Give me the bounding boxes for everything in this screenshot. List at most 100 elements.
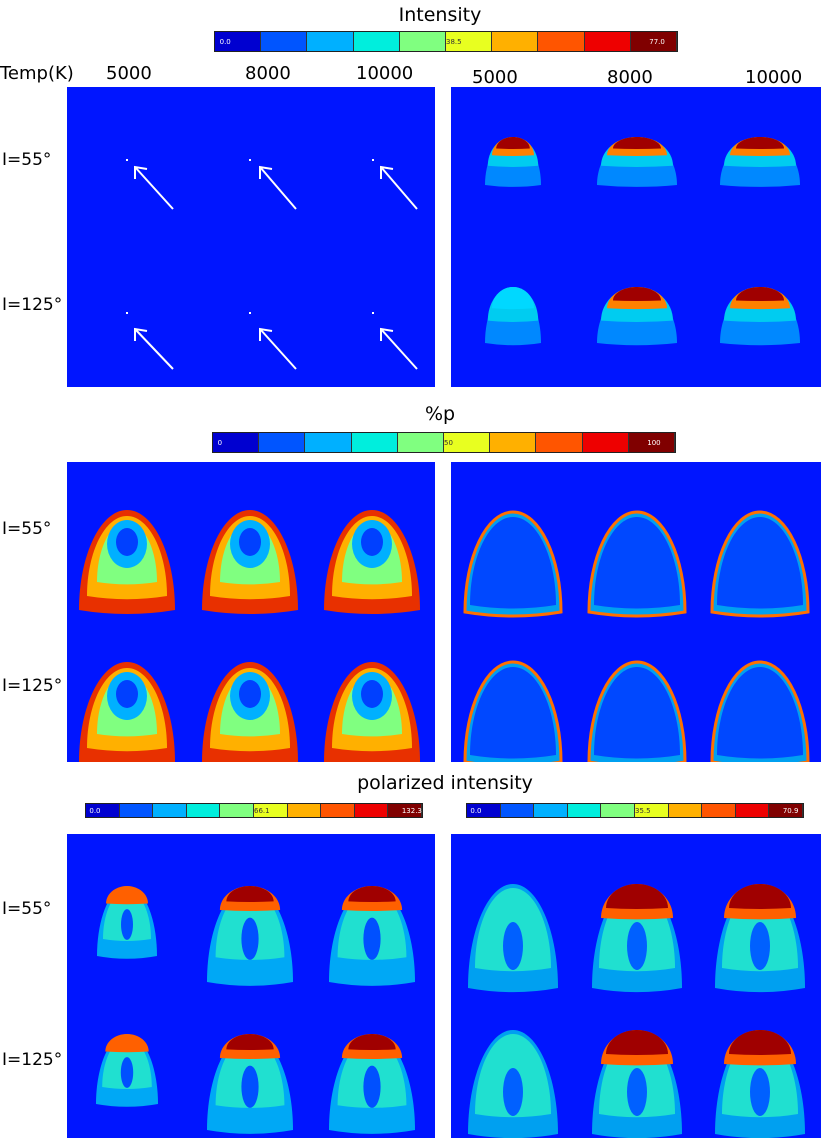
- percent-p-panel-left: [67, 462, 435, 762]
- colorbar-cell: [444, 433, 491, 452]
- intensity-panel-left: [67, 87, 435, 387]
- percent-p-ring-right-55-10000: [710, 510, 810, 618]
- colorbar-tick-label: 38.5: [446, 37, 462, 46]
- colorbar-cell: [86, 804, 120, 817]
- percent-p-ring-right-125-10000: [710, 660, 810, 762]
- colorbar-tick-label: 100: [647, 438, 661, 447]
- polarized-blob-left-125-5000: [96, 1034, 158, 1107]
- colorbar-cell: [735, 804, 770, 817]
- polarized-blob-right-55-5000: [468, 884, 558, 993]
- intensity-blob-125-5000: [485, 287, 541, 346]
- colorbar-cell: [119, 804, 154, 817]
- colorbar-tick-label: 77.0: [649, 37, 665, 46]
- polarized-panel-right: [451, 834, 821, 1138]
- colorbar-cell: [388, 804, 422, 817]
- temp-left-8000: 8000: [245, 63, 291, 84]
- colorbar-cell: [490, 433, 537, 452]
- row-label-55-percent-p: I=55°: [2, 519, 52, 539]
- polarized-blob-left-125-8000: [207, 1034, 293, 1134]
- colorbar-cell: [307, 32, 354, 51]
- polarized-blob-right-55-8000: [592, 884, 682, 993]
- polarized-blob-right-125-8000: [592, 1030, 682, 1138]
- percent-p-blob-left-125-8000: [202, 662, 298, 762]
- colorbar-tick-label: 0.0: [89, 806, 101, 815]
- colorbar-cell: [353, 32, 400, 51]
- polarized-blob-right-125-10000: [715, 1030, 805, 1138]
- percent-p-blob-left-55-10000: [324, 510, 420, 614]
- percent-p-ring-right-125-8000: [587, 660, 687, 762]
- colorbar-cell: [446, 32, 493, 51]
- colorbar-polarized-right: 0.0 35.5 70.9: [466, 803, 804, 818]
- colorbar-tick-label: 70.9: [782, 806, 799, 815]
- polarized-panel-left: [67, 834, 435, 1138]
- colorbar-cell: [630, 32, 678, 51]
- colorbar-cell: [261, 32, 308, 51]
- colorbar-cell: [399, 32, 447, 51]
- row-label-125-polarized: I=125°: [2, 1050, 63, 1070]
- temp-right-5000: 5000: [472, 67, 518, 88]
- colorbar-cell: [567, 804, 602, 817]
- arrow-125-8000: [249, 312, 297, 370]
- polarized-blob-left-55-10000: [329, 886, 415, 986]
- percent-p-blob-left-55-5000: [79, 510, 175, 614]
- colorbar-tick-label: 132.3: [401, 806, 422, 815]
- colorbar-cell: [668, 804, 703, 817]
- colorbar-percent-p: 0 50 100: [212, 432, 676, 453]
- colorbar-cell: [628, 433, 676, 452]
- colorbar-tick-label: 35.5: [635, 806, 651, 815]
- colorbar-cell: [769, 804, 803, 817]
- intensity-title: Intensity: [398, 4, 482, 26]
- percent-p-ring-right-125-5000: [463, 660, 563, 762]
- colorbar-cell: [538, 32, 585, 51]
- colorbar-cell: [492, 32, 539, 51]
- colorbar-cell: [634, 804, 669, 817]
- colorbar-cell: [397, 433, 445, 452]
- intensity-blob-125-8000: [597, 287, 677, 346]
- arrows: [126, 159, 418, 370]
- temp-header: Temp(K): [0, 63, 74, 84]
- polarized-blob-left-125-10000: [329, 1034, 415, 1134]
- colorbar-cell: [354, 804, 389, 817]
- polarized-intensity-title: polarized intensity: [357, 772, 533, 794]
- percent-p-blob-left-125-10000: [324, 662, 420, 762]
- row-label-125-intensity: I=125°: [2, 295, 63, 315]
- colorbar-polarized-left: 0.0 66.1 132.3: [85, 803, 423, 818]
- temp-left-5000: 5000: [106, 63, 152, 84]
- colorbar-tick-label: 0.0: [470, 806, 482, 815]
- arrow-55-5000: [126, 159, 174, 210]
- colorbar-intensity: 0.0 38.5 77.0: [214, 31, 678, 52]
- colorbar-cell: [601, 804, 635, 817]
- polarized-blob-right-125-5000: [468, 1030, 558, 1138]
- colorbar-cell: [220, 804, 254, 817]
- colorbar-cell: [305, 433, 352, 452]
- colorbar-cell: [259, 433, 306, 452]
- row-label-125-percent-p: I=125°: [2, 676, 63, 696]
- colorbar-cell: [536, 433, 583, 452]
- arrow-125-10000: [372, 312, 418, 370]
- temp-left-10000: 10000: [356, 63, 414, 84]
- percent-p-ring-right-55-5000: [463, 510, 563, 618]
- polarized-blob-left-55-8000: [207, 886, 293, 986]
- colorbar-tick-label: 0: [217, 438, 223, 447]
- row-label-55-intensity: I=55°: [2, 150, 52, 170]
- percent-p-blob-left-125-5000: [79, 662, 175, 762]
- arrow-55-8000: [249, 159, 297, 210]
- intensity-blob-55-5000: [485, 137, 541, 187]
- temp-right-8000: 8000: [607, 67, 653, 88]
- colorbar-cell: [467, 804, 501, 817]
- colorbar-cell: [287, 804, 322, 817]
- polarized-blob-right-55-10000: [715, 884, 805, 993]
- intensity-blob-125-10000: [720, 287, 800, 346]
- percent-p-ring-right-55-8000: [587, 510, 687, 618]
- colorbar-tick-label: 50: [444, 438, 453, 447]
- polarized-blob-left-55-5000: [97, 886, 157, 959]
- colorbar-cell: [321, 804, 355, 817]
- colorbar-cell: [702, 804, 736, 817]
- colorbar-cell: [351, 433, 398, 452]
- percent-p-blob-left-55-8000: [202, 510, 298, 614]
- colorbar-tick-label: 66.1: [254, 806, 270, 815]
- colorbar-cell: [253, 804, 288, 817]
- colorbar-cell: [213, 433, 260, 452]
- colorbar-tick-label: 0.0: [219, 37, 231, 46]
- intensity-blob-55-10000: [720, 137, 800, 187]
